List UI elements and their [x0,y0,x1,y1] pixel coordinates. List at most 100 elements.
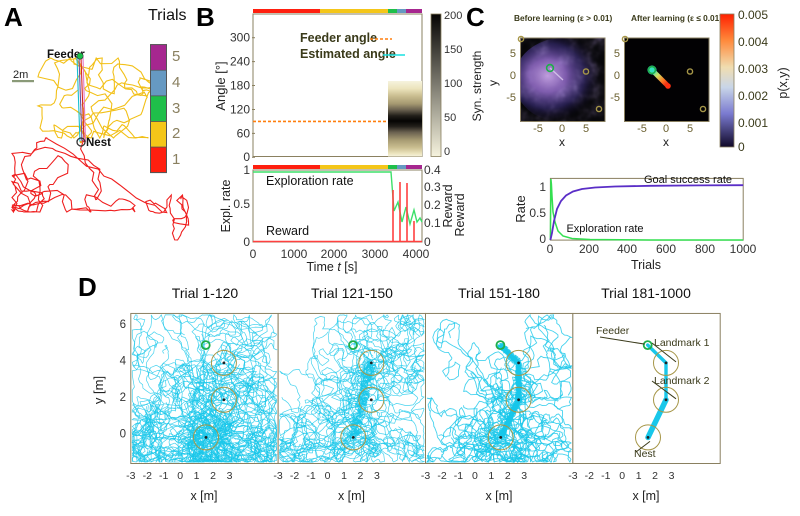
svg-text:Reward: Reward [441,184,455,227]
svg-text:Exploration rate: Exploration rate [266,174,354,188]
svg-text:5: 5 [172,48,180,65]
svg-text:Feeder: Feeder [596,325,630,337]
svg-text:Reward: Reward [453,193,467,236]
svg-text:Estimated angle: Estimated angle [300,47,396,61]
svg-text:0: 0 [738,140,745,154]
svg-text:200: 200 [579,242,599,256]
svg-text:120: 120 [230,103,250,117]
svg-text:Feeder angle: Feeder angle [300,31,377,45]
svg-text:x [m]: x [m] [338,489,365,503]
svg-text:2: 2 [652,470,658,482]
svg-text:2000: 2000 [321,247,348,261]
svg-text:0.5: 0.5 [529,206,546,220]
svg-text:5: 5 [510,48,516,60]
svg-text:Angle [°]: Angle [°] [213,61,228,110]
svg-text:1: 1 [172,151,180,168]
svg-text:-1: -1 [601,470,610,482]
svg-text:1000: 1000 [730,242,757,256]
svg-text:-5: -5 [610,92,620,104]
svg-text:4000: 4000 [403,247,430,261]
svg-text:0.004: 0.004 [738,35,768,49]
svg-text:0: 0 [559,123,565,135]
svg-text:2: 2 [357,470,363,482]
svg-text:400: 400 [617,242,637,256]
svg-text:Before learning (ε > 0.01): Before learning (ε > 0.01) [514,13,612,23]
svg-text:200: 200 [444,10,462,22]
svg-text:4: 4 [120,356,127,368]
svg-text:2: 2 [172,125,180,142]
svg-text:1000: 1000 [281,247,308,261]
svg-text:-5: -5 [533,123,543,135]
svg-text:0: 0 [547,242,554,256]
svg-text:Reward: Reward [266,224,309,238]
svg-text:0: 0 [472,470,478,482]
svg-text:0.003: 0.003 [738,62,768,76]
svg-text:2: 2 [505,470,511,482]
svg-text:x [m]: x [m] [190,489,217,503]
svg-text:800: 800 [695,242,715,256]
svg-text:p(x,y): p(x,y) [776,67,790,98]
svg-text:Goal success rate: Goal success rate [644,174,732,186]
svg-text:Syn. strength: Syn. strength [470,51,484,122]
svg-text:Trials: Trials [631,258,661,272]
svg-text:0: 0 [250,247,257,261]
svg-text:0.002: 0.002 [738,89,768,103]
svg-text:-1: -1 [306,470,315,482]
svg-text:-3: -3 [273,470,282,482]
svg-text:5: 5 [687,123,693,135]
svg-text:Trial 181-1000: Trial 181-1000 [601,285,691,301]
svg-text:0: 0 [614,70,620,82]
svg-text:5: 5 [583,123,589,135]
svg-text:-3: -3 [126,470,135,482]
svg-text:-2: -2 [437,470,446,482]
svg-text:3: 3 [227,470,233,482]
svg-text:0: 0 [243,150,250,164]
svg-text:1: 1 [194,470,200,482]
svg-text:3: 3 [374,470,380,482]
svg-text:-2: -2 [143,470,152,482]
svg-text:Time t [s]: Time t [s] [307,260,358,274]
svg-text:3: 3 [669,470,675,482]
svg-text:0.4: 0.4 [424,163,441,177]
svg-text:180: 180 [230,79,250,93]
svg-text:0: 0 [619,470,625,482]
svg-text:50: 50 [444,112,456,124]
svg-text:1: 1 [539,180,546,194]
svg-text:150: 150 [444,44,462,56]
svg-text:0: 0 [663,123,669,135]
svg-text:100: 100 [444,78,462,90]
svg-text:-2: -2 [585,470,594,482]
svg-text:0: 0 [539,232,546,246]
svg-text:x: x [663,135,669,149]
svg-text:0: 0 [325,470,331,482]
svg-text:Trials: Trials [148,7,187,24]
svg-text:-5: -5 [506,92,516,104]
svg-text:0.3: 0.3 [424,180,441,194]
svg-text:0.2: 0.2 [424,198,441,212]
svg-text:Trial 151-180: Trial 151-180 [458,285,540,301]
svg-text:x: x [559,135,565,149]
svg-text:-3: -3 [421,470,430,482]
svg-text:600: 600 [656,242,676,256]
svg-text:3: 3 [521,470,527,482]
svg-text:2: 2 [120,392,126,404]
svg-text:240: 240 [230,55,250,69]
svg-text:5: 5 [614,48,620,60]
svg-text:Nest: Nest [634,448,656,460]
svg-text:6: 6 [120,319,126,331]
svg-text:x [m]: x [m] [632,489,659,503]
svg-text:x [m]: x [m] [485,489,512,503]
svg-text:0: 0 [177,470,183,482]
svg-text:-1: -1 [159,470,168,482]
svg-text:After learning (ε ≤ 0.01): After learning (ε ≤ 0.01) [631,13,722,23]
svg-text:Expl. rate: Expl. rate [219,180,233,233]
svg-text:1: 1 [488,470,494,482]
svg-text:y [m]: y [m] [91,376,106,404]
svg-text:Trial 121-150: Trial 121-150 [311,285,393,301]
svg-text:1: 1 [341,470,347,482]
svg-text:0: 0 [510,70,516,82]
svg-text:60: 60 [237,127,251,141]
svg-text:-5: -5 [637,123,647,135]
svg-text:Trial 1-120: Trial 1-120 [172,285,239,301]
svg-text:0.005: 0.005 [738,8,768,22]
